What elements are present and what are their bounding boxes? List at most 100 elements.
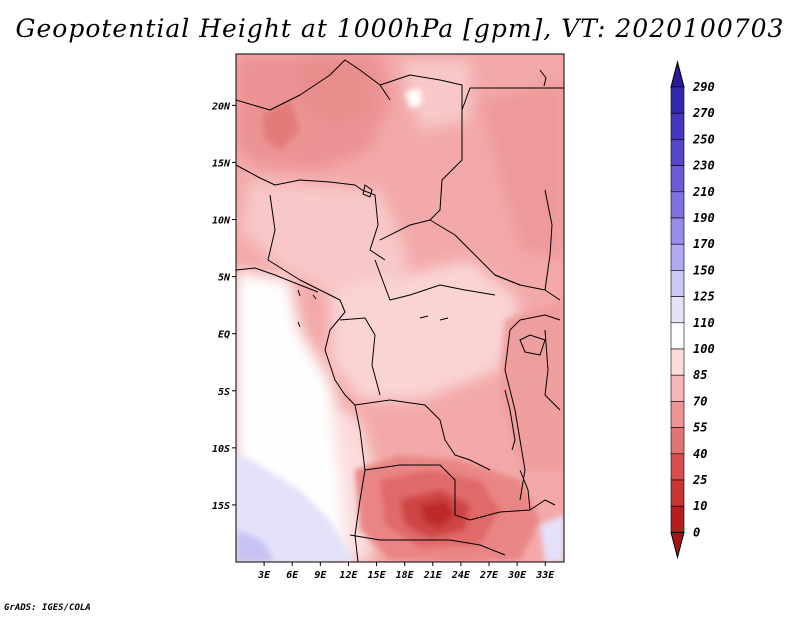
field-mozambique-channel xyxy=(540,515,564,562)
y-tick-label: 10S xyxy=(212,444,230,455)
colorbar-label: 70 xyxy=(693,394,707,408)
x-tick-label: 24E xyxy=(451,570,471,581)
red-sea-coast xyxy=(539,69,547,87)
colorbar-label: 150 xyxy=(693,263,715,277)
colorbar-label: 210 xyxy=(692,185,715,199)
small-lakes xyxy=(419,315,449,321)
border-uganda-north xyxy=(509,314,561,331)
border-south-sudan xyxy=(494,274,561,301)
coast-angola-namibia xyxy=(354,404,366,562)
colorbar-label: 100 xyxy=(693,342,715,356)
colorbar-label: 40 xyxy=(693,447,707,461)
border-mali-south xyxy=(236,164,363,191)
colorbar-segment xyxy=(670,112,685,140)
x-tick-label: 15E xyxy=(368,570,387,581)
colorbar-label: 55 xyxy=(693,421,707,435)
border-drc-east xyxy=(504,329,526,501)
colorbar-segment xyxy=(670,217,685,245)
field-sw-ocean xyxy=(236,452,355,562)
border-algeria-niger xyxy=(236,59,391,111)
field-congo xyxy=(330,260,520,400)
x-tick-label: 30E xyxy=(507,570,527,581)
field-east-africa xyxy=(500,300,564,470)
colorbar-label: 170 xyxy=(693,237,715,251)
colorbar-segment xyxy=(670,322,685,350)
colorbar-label: 10 xyxy=(693,499,707,513)
y-tick-label: 15N xyxy=(212,158,231,169)
chart-title: Geopotential Height at 1000hPa [gpm], VT… xyxy=(15,14,785,43)
coast-guinea-gulf xyxy=(236,267,319,293)
lake-victoria xyxy=(519,334,546,356)
field-west-africa xyxy=(240,180,410,300)
colorbar-label: 85 xyxy=(693,368,707,382)
y-tick-label: 10N xyxy=(212,216,231,227)
y-axis: 20N 15N 10N 5N EQ 5S 10S 15S xyxy=(211,101,236,512)
border-west-africa-coast xyxy=(267,194,341,301)
colorbar-bottom-arrow xyxy=(670,531,685,560)
border-car-south xyxy=(374,259,496,301)
colorbar-segment xyxy=(670,401,685,428)
field-sudan-east xyxy=(480,80,564,260)
border-egypt-sudan xyxy=(461,87,564,111)
colorbar-segment xyxy=(670,296,685,324)
field-libya xyxy=(400,60,470,130)
field-southern-low-core xyxy=(420,500,455,528)
lakes xyxy=(297,69,547,511)
field-sahara-core xyxy=(300,60,370,125)
colorbar-label: 230 xyxy=(692,159,715,173)
x-tick-label: 33E xyxy=(535,570,555,581)
colorbar-label: 125 xyxy=(693,290,715,304)
x-axis: 3E 6E 9E 12E 15E 18E 21E 24E 27E 30E 33E xyxy=(257,562,555,581)
x-tick-label: 12E xyxy=(339,570,358,581)
colorbar-segment xyxy=(670,505,685,533)
x-tick-label: 21E xyxy=(423,570,443,581)
colorbar-label: 110 xyxy=(693,316,715,330)
colorbar-segment xyxy=(670,139,685,166)
border-ethiopia xyxy=(544,189,553,291)
y-tick-label: 5N xyxy=(218,273,231,284)
colorbar-segment xyxy=(670,270,685,297)
x-tick-label: 9E xyxy=(314,570,327,581)
colorbar-segment xyxy=(670,243,685,271)
x-tick-label: 3E xyxy=(257,570,271,581)
border-angola-zambia xyxy=(364,464,471,521)
colorbar-segment xyxy=(670,427,685,455)
colorbar-segment xyxy=(670,453,685,481)
field-nw-low xyxy=(262,100,300,150)
coast-gabon-congo xyxy=(324,299,356,406)
colorbar-segment xyxy=(670,86,685,114)
border-namibia-botswana xyxy=(349,534,506,556)
colorbar-segment xyxy=(670,479,685,507)
colorbar-segment xyxy=(670,191,685,219)
y-tick-label: 20N xyxy=(211,101,231,112)
map-frame xyxy=(235,53,565,563)
y-tick-label: EQ xyxy=(218,330,230,341)
lake-chad xyxy=(362,184,373,198)
border-drc-angola xyxy=(354,399,491,471)
lake-malawi xyxy=(519,469,531,511)
field-white-speck xyxy=(405,88,422,108)
shaded-field xyxy=(236,54,564,562)
colorbar-label: 270 xyxy=(692,106,715,120)
x-tick-label: 27E xyxy=(479,570,499,581)
y-tick-label: 15S xyxy=(212,501,230,512)
colorbar-label: 25 xyxy=(692,473,707,487)
colorbar-label: 290 xyxy=(692,80,715,94)
border-uganda-tanzania xyxy=(544,329,561,411)
colorbar: 2902702502302101901701501251101008570554… xyxy=(670,60,715,560)
colorbar-segment xyxy=(670,374,685,402)
y-tick-label: 5S xyxy=(218,387,230,398)
colorbar-label: 0 xyxy=(693,525,700,539)
x-tick-label: 18E xyxy=(396,570,415,581)
field-sw-corner xyxy=(236,530,275,562)
border-congo-drc xyxy=(339,317,381,396)
lake-tanganyika xyxy=(504,389,516,451)
x-tick-label: 6E xyxy=(286,570,299,581)
grads-credit: GrADS: IGES/COLA xyxy=(4,603,91,613)
colorbar-segment xyxy=(670,348,685,376)
colorbar-top-arrow xyxy=(670,60,685,88)
colorbar-label: 250 xyxy=(692,132,715,146)
colorbar-segment xyxy=(670,165,685,193)
islands xyxy=(297,289,317,328)
